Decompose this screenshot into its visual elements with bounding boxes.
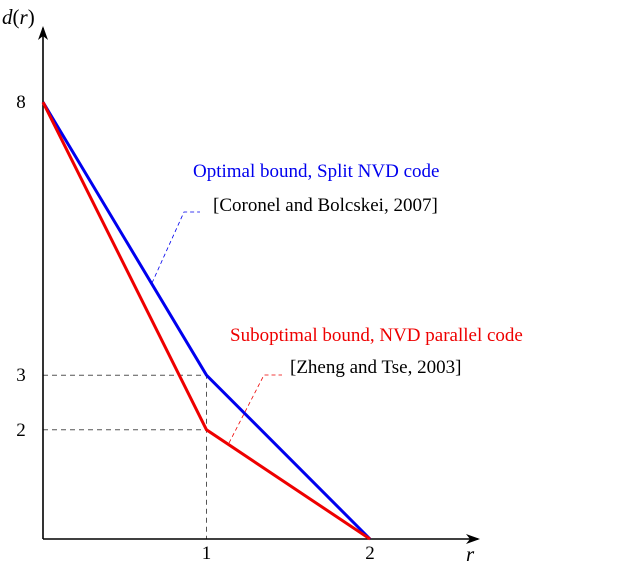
- y-axis-label: d(r): [2, 5, 35, 29]
- y-tick-label-8: 8: [16, 92, 26, 113]
- leader-suboptimal: [228, 374, 282, 444]
- x-axis-label: r: [466, 542, 475, 566]
- series-label-optimal: Optimal bound, Split NVD code: [193, 161, 439, 182]
- series-lines: [41, 101, 372, 541]
- series-label-suboptimal: Suboptimal bound, NVD parallel code: [230, 325, 523, 346]
- series-citation-optimal: [Coronel and Bolcskei, 2007]: [213, 195, 438, 216]
- tick-labels: 1 2 8 3 2: [16, 92, 375, 564]
- series-citation-suboptimal: [Zheng and Tse, 2003]: [290, 357, 461, 378]
- y-tick-label-3: 3: [16, 365, 26, 386]
- reference-line-0: [43, 374, 207, 539]
- annotation-leaders: [151, 211, 282, 444]
- reference-lines: [43, 374, 207, 539]
- x-tick-label-1: 1: [202, 543, 212, 564]
- series-line-optimal: [41, 101, 372, 541]
- x-tick-label-2: 2: [365, 543, 375, 564]
- y-tick-label-2: 2: [16, 420, 26, 441]
- series-line-suboptimal: [41, 101, 371, 541]
- leader-optimal: [151, 211, 200, 284]
- axes: [38, 26, 480, 544]
